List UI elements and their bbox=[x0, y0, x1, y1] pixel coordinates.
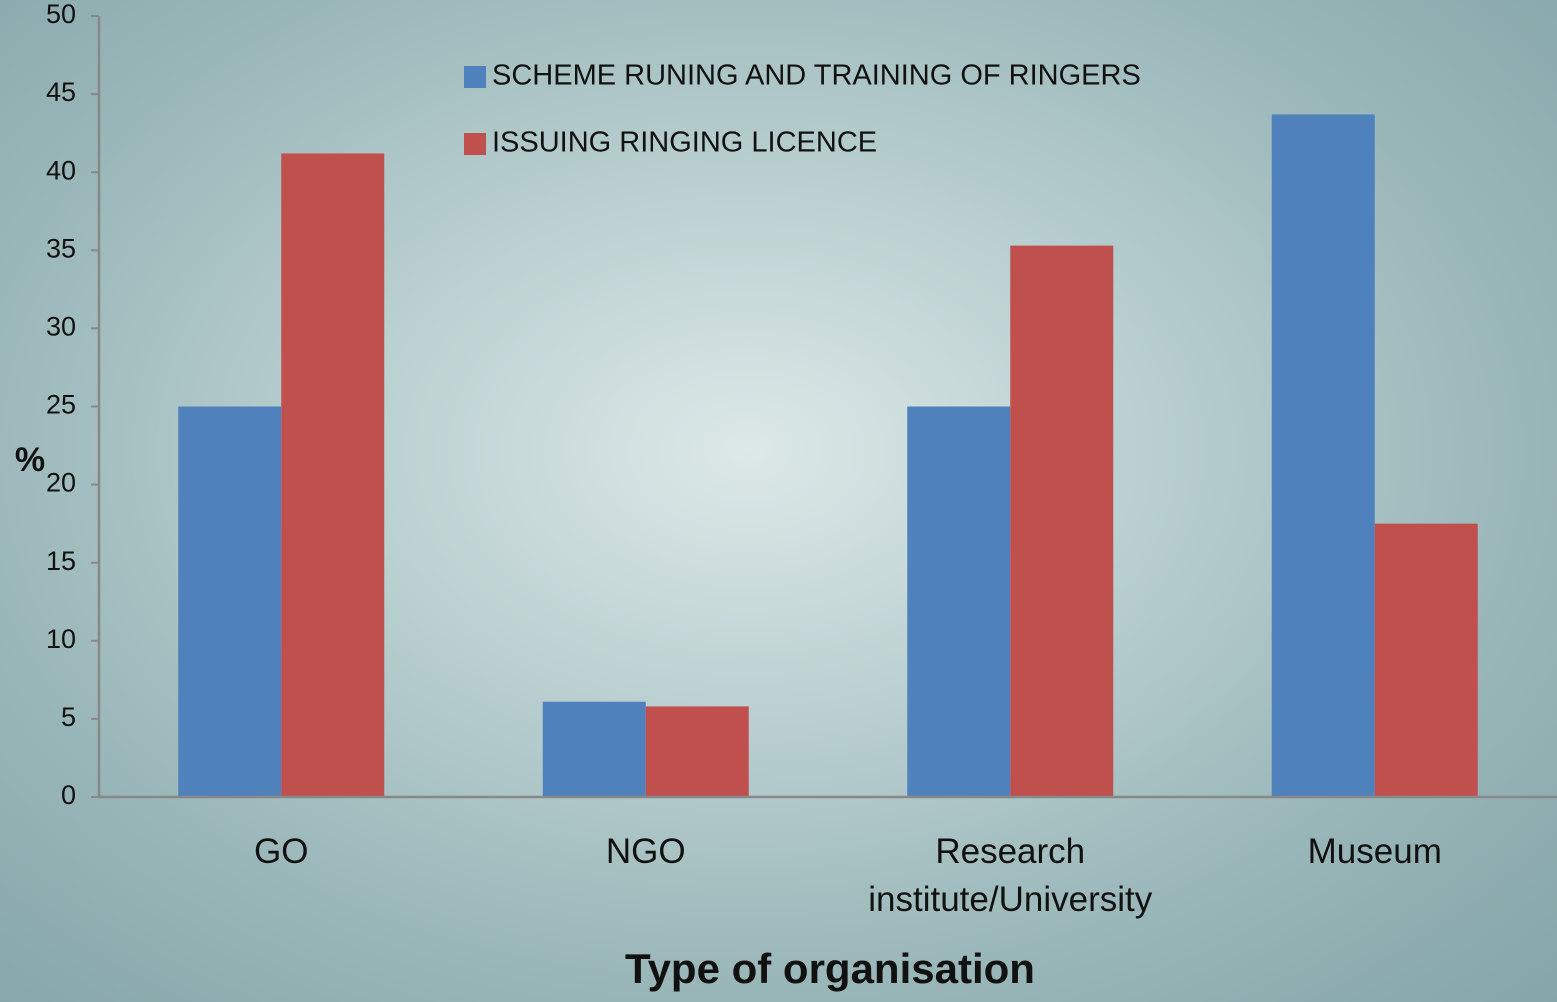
x-tick-label: Research institute/University bbox=[868, 832, 1153, 919]
legend-label: SCHEME RUNING AND TRAINING OF RINGERS bbox=[492, 60, 1141, 92]
bar bbox=[1010, 245, 1114, 797]
bar bbox=[178, 406, 282, 797]
y-tick-label: 15 bbox=[46, 546, 76, 576]
y-tick-label: 25 bbox=[46, 390, 76, 420]
x-axis-title: Type of organisation bbox=[625, 945, 1035, 992]
y-tick-label: 50 bbox=[46, 0, 76, 29]
y-tick-label: 5 bbox=[61, 702, 76, 732]
bar bbox=[645, 706, 749, 797]
y-tick-label: 0 bbox=[61, 780, 76, 810]
y-axis-title: % bbox=[15, 441, 45, 479]
y-tick-label: 30 bbox=[46, 312, 76, 342]
bar bbox=[1271, 114, 1375, 797]
x-tick-label: NGO bbox=[605, 832, 686, 871]
x-tick-label: Museum bbox=[1307, 832, 1442, 871]
y-tick-label: 10 bbox=[46, 624, 76, 654]
y-tick-label: 20 bbox=[46, 468, 76, 498]
bar bbox=[907, 406, 1011, 797]
legend-label: ISSUING RINGING LICENCE bbox=[492, 127, 877, 159]
legend-swatch bbox=[464, 66, 486, 88]
x-tick-label: GO bbox=[254, 832, 309, 871]
bar bbox=[542, 701, 646, 797]
y-tick-label: 40 bbox=[46, 155, 76, 185]
y-tick-label: 35 bbox=[46, 233, 76, 263]
legend-swatch bbox=[464, 133, 486, 155]
bar bbox=[1374, 523, 1478, 797]
y-tick-label: 45 bbox=[46, 77, 76, 107]
bar bbox=[281, 153, 385, 797]
